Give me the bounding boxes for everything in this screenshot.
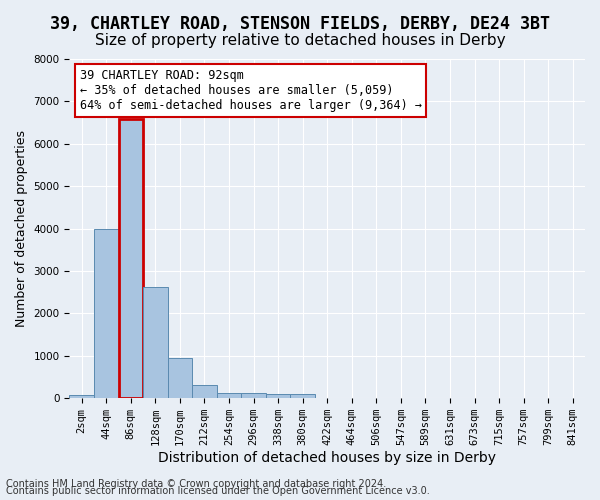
Text: Size of property relative to detached houses in Derby: Size of property relative to detached ho… bbox=[95, 32, 505, 48]
Bar bbox=[167, 358, 192, 398]
Text: Contains public sector information licensed under the Open Government Licence v3: Contains public sector information licen… bbox=[6, 486, 430, 496]
Text: Contains HM Land Registry data © Crown copyright and database right 2024.: Contains HM Land Registry data © Crown c… bbox=[6, 479, 386, 489]
Bar bbox=[192, 385, 217, 398]
Bar bbox=[70, 395, 94, 398]
Text: 39, CHARTLEY ROAD, STENSON FIELDS, DERBY, DE24 3BT: 39, CHARTLEY ROAD, STENSON FIELDS, DERBY… bbox=[50, 15, 550, 33]
Y-axis label: Number of detached properties: Number of detached properties bbox=[15, 130, 28, 327]
Bar bbox=[94, 230, 119, 398]
Bar bbox=[266, 394, 290, 398]
Bar bbox=[143, 287, 167, 398]
X-axis label: Distribution of detached houses by size in Derby: Distribution of detached houses by size … bbox=[158, 451, 496, 465]
Bar bbox=[290, 394, 315, 398]
Bar bbox=[217, 392, 241, 398]
Text: 39 CHARTLEY ROAD: 92sqm
← 35% of detached houses are smaller (5,059)
64% of semi: 39 CHARTLEY ROAD: 92sqm ← 35% of detache… bbox=[80, 69, 422, 112]
Bar bbox=[119, 119, 143, 398]
Bar bbox=[241, 394, 266, 398]
